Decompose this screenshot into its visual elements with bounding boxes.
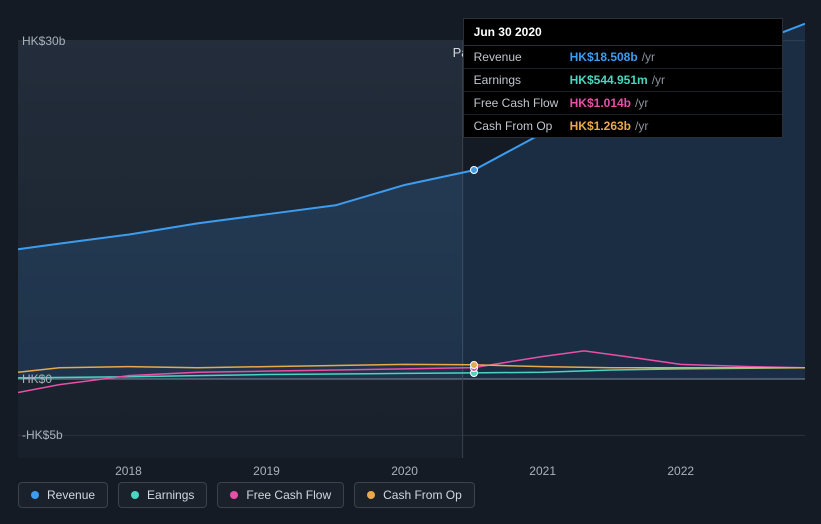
x-tick-label: 2018 [115,464,142,478]
legend-dot-icon [131,491,139,499]
tooltip-row-label: Revenue [474,50,570,64]
tooltip-row-value: HK$1.014b [570,96,631,110]
tooltip-row-label: Earnings [474,73,570,87]
tooltip-row-label: Free Cash Flow [474,96,570,110]
y-tick-label: HK$30b [22,34,65,48]
chart-container: -HK$5bHK$0HK$30b20182019202020212022Past… [0,0,821,524]
tooltip-row-unit: /yr [635,119,648,133]
chart-plot-area: -HK$5bHK$0HK$30b20182019202020212022Past… [18,18,805,458]
legend-item-label: Free Cash Flow [246,488,331,502]
legend-item-fcf[interactable]: Free Cash Flow [217,482,344,508]
legend-item-revenue[interactable]: Revenue [18,482,108,508]
tooltip-row: Cash From OpHK$1.263b/yr [464,115,782,137]
tooltip-row: RevenueHK$18.508b/yr [464,46,782,69]
legend-dot-icon [31,491,39,499]
marker-revenue [470,166,478,174]
y-tick-label: HK$0 [22,372,52,386]
legend-dot-icon [367,491,375,499]
tooltip-row: EarningsHK$544.951m/yr [464,69,782,92]
marker-cfo [470,361,478,369]
tooltip-row-value: HK$544.951m [570,73,648,87]
y-tick-label: -HK$5b [22,428,63,442]
legend: Revenue Earnings Free Cash Flow Cash From O… [18,482,475,508]
tooltip-row-unit: /yr [642,50,655,64]
tooltip-row-value: HK$1.263b [570,119,631,133]
legend-item-label: Cash From Op [383,488,462,502]
tooltip: Jun 30 2020RevenueHK$18.508b/yrEarningsH… [463,18,783,138]
legend-dot-icon [230,491,238,499]
x-tick-label: 2019 [253,464,280,478]
legend-item-label: Earnings [147,488,194,502]
legend-item-label: Revenue [47,488,95,502]
x-tick-label: 2022 [667,464,694,478]
tooltip-row-value: HK$18.508b [570,50,638,64]
x-tick-label: 2021 [529,464,556,478]
legend-item-earnings[interactable]: Earnings [118,482,207,508]
tooltip-date: Jun 30 2020 [464,19,782,46]
tooltip-row-unit: /yr [635,96,648,110]
tooltip-row-label: Cash From Op [474,119,570,133]
tooltip-row: Free Cash FlowHK$1.014b/yr [464,92,782,115]
legend-item-cfo[interactable]: Cash From Op [354,482,475,508]
x-tick-label: 2020 [391,464,418,478]
tooltip-row-unit: /yr [652,73,665,87]
